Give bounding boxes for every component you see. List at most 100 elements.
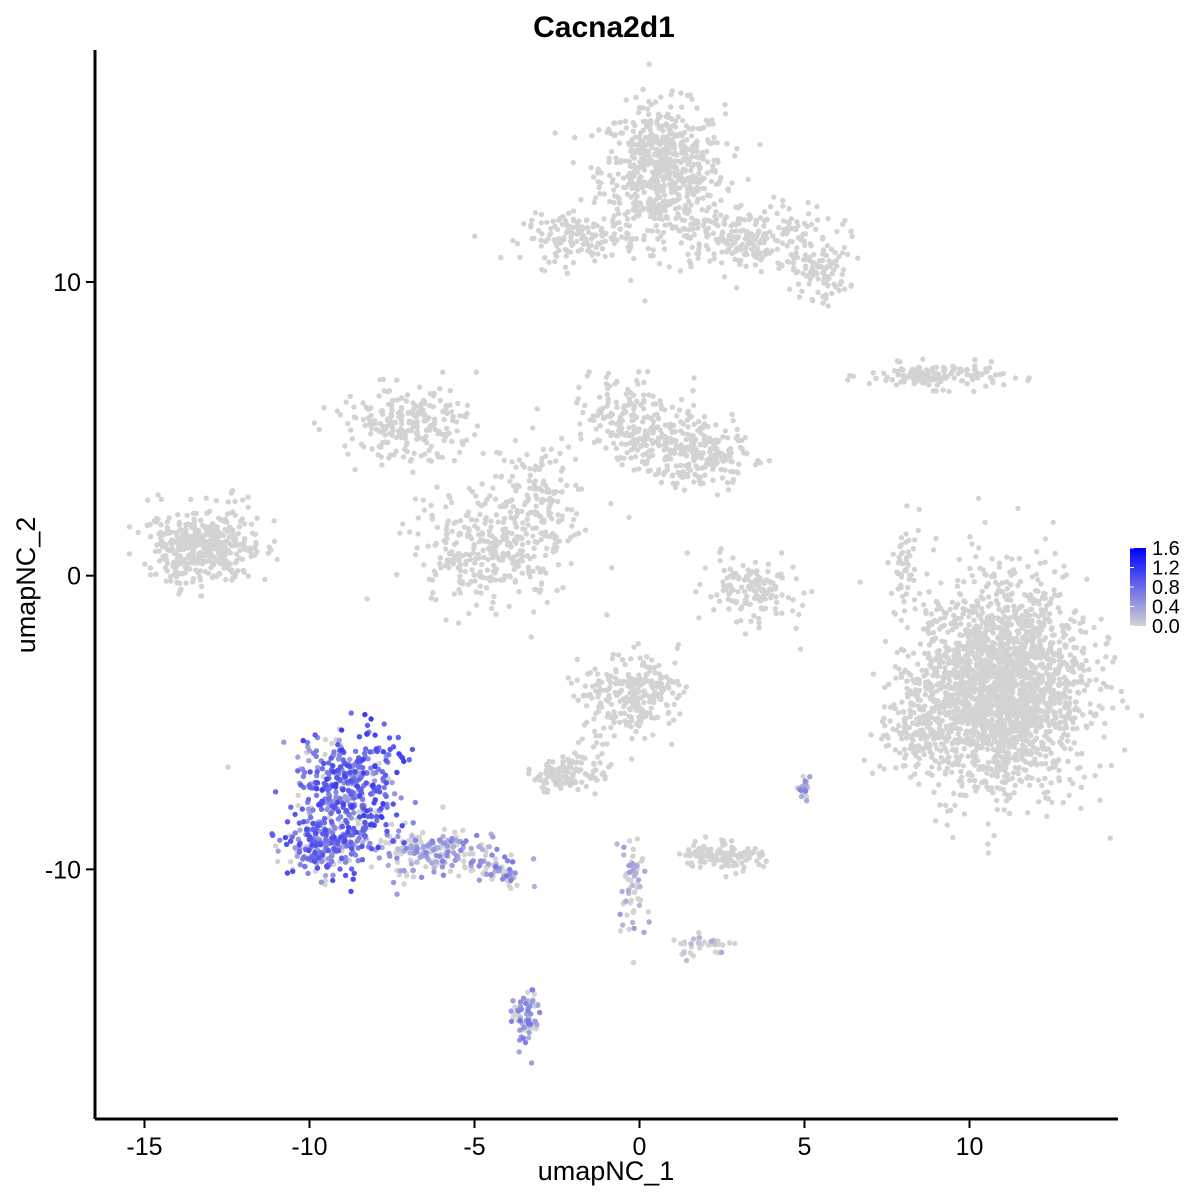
data-point bbox=[466, 526, 472, 532]
data-point bbox=[412, 496, 419, 502]
data-point bbox=[780, 231, 786, 237]
data-point bbox=[1009, 556, 1015, 562]
data-point bbox=[680, 117, 686, 124]
data-point bbox=[1008, 726, 1014, 732]
data-point bbox=[591, 233, 598, 239]
data-point bbox=[560, 585, 566, 591]
data-point bbox=[844, 251, 851, 258]
data-point bbox=[964, 737, 971, 744]
data-point bbox=[574, 220, 580, 226]
data-point bbox=[812, 269, 819, 275]
data-point bbox=[397, 409, 403, 415]
data-point bbox=[466, 485, 472, 492]
data-point bbox=[715, 159, 721, 166]
data-point bbox=[558, 468, 565, 474]
data-point bbox=[177, 587, 183, 594]
data-point bbox=[736, 220, 742, 227]
data-point bbox=[624, 191, 631, 197]
data-point bbox=[638, 202, 644, 208]
data-point bbox=[545, 489, 552, 495]
data-point bbox=[1042, 536, 1049, 542]
data-point bbox=[972, 784, 978, 790]
data-point bbox=[556, 217, 562, 223]
data-point bbox=[1029, 775, 1035, 781]
data-point bbox=[198, 593, 204, 599]
data-point bbox=[1000, 754, 1006, 760]
data-point bbox=[448, 409, 455, 415]
data-point bbox=[920, 720, 926, 727]
data-point bbox=[659, 123, 665, 129]
data-point bbox=[1124, 704, 1131, 711]
data-point bbox=[975, 495, 982, 502]
data-point bbox=[893, 382, 900, 388]
data-point bbox=[540, 446, 547, 452]
data-point bbox=[904, 624, 911, 631]
data-point bbox=[623, 125, 630, 131]
data-point bbox=[557, 238, 564, 245]
data-point bbox=[800, 231, 806, 237]
data-point bbox=[1046, 611, 1053, 617]
data-point bbox=[631, 255, 637, 262]
data-point bbox=[1044, 718, 1051, 724]
data-point bbox=[1071, 740, 1078, 746]
data-point bbox=[582, 240, 588, 246]
data-point bbox=[1010, 755, 1016, 761]
data-point bbox=[711, 134, 717, 141]
data-point bbox=[896, 666, 902, 672]
data-point bbox=[625, 386, 631, 393]
data-point bbox=[944, 694, 951, 700]
data-point bbox=[158, 522, 164, 528]
data-point bbox=[666, 264, 672, 270]
data-point bbox=[1056, 757, 1062, 763]
data-point bbox=[660, 146, 666, 153]
data-point bbox=[951, 375, 957, 381]
data-point bbox=[948, 715, 954, 721]
data-point bbox=[641, 167, 648, 173]
data-point bbox=[512, 437, 518, 444]
data-point bbox=[781, 218, 787, 224]
data-point bbox=[686, 227, 692, 233]
data-point bbox=[893, 675, 899, 681]
data-point bbox=[1028, 706, 1034, 712]
data-point bbox=[451, 520, 457, 526]
data-point bbox=[969, 772, 975, 779]
data-point bbox=[1057, 708, 1064, 714]
data-point bbox=[911, 597, 918, 603]
data-point bbox=[993, 591, 1000, 597]
data-point bbox=[936, 648, 942, 654]
data-point bbox=[826, 258, 832, 264]
data-point bbox=[1018, 747, 1024, 753]
data-point bbox=[311, 420, 318, 426]
data-point bbox=[740, 227, 746, 233]
data-point bbox=[729, 180, 735, 186]
data-point bbox=[544, 599, 550, 606]
data-point bbox=[973, 747, 979, 754]
data-point bbox=[857, 579, 863, 585]
data-point bbox=[365, 406, 372, 413]
data-point bbox=[1120, 698, 1126, 704]
data-point bbox=[808, 221, 815, 228]
data-point bbox=[593, 244, 599, 251]
data-point bbox=[938, 580, 944, 586]
data-point bbox=[806, 281, 812, 287]
data-point bbox=[911, 577, 917, 583]
data-point bbox=[249, 530, 256, 536]
data-point bbox=[507, 574, 513, 580]
data-point bbox=[695, 188, 701, 194]
data-point bbox=[507, 478, 513, 485]
data-point bbox=[935, 375, 942, 381]
data-point bbox=[579, 235, 585, 242]
data-point bbox=[604, 612, 610, 618]
data-point bbox=[596, 394, 603, 400]
data-point bbox=[805, 211, 812, 217]
data-point bbox=[686, 157, 692, 164]
data-point bbox=[516, 457, 523, 463]
data-point bbox=[608, 149, 615, 155]
data-point bbox=[646, 392, 652, 398]
data-point bbox=[904, 731, 910, 737]
data-point bbox=[378, 454, 384, 460]
data-point bbox=[1081, 687, 1088, 694]
data-point bbox=[961, 811, 968, 817]
data-point bbox=[912, 744, 918, 750]
